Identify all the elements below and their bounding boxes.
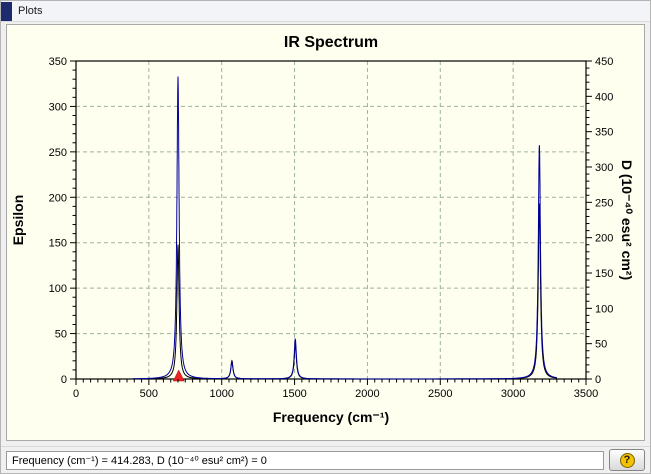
svg-text:150: 150 — [49, 238, 67, 250]
svg-text:300: 300 — [49, 101, 67, 113]
status-bar: Frequency (cm⁻¹) = 414.283, D (10⁻⁴⁰ esu… — [1, 446, 650, 473]
svg-text:500: 500 — [140, 388, 158, 400]
svg-text:400: 400 — [595, 91, 613, 103]
svg-text:200: 200 — [49, 192, 67, 204]
svg-text:50: 50 — [55, 329, 67, 341]
svg-text:100: 100 — [595, 303, 613, 315]
help-button[interactable]: ? — [609, 449, 645, 471]
svg-text:50: 50 — [595, 339, 607, 351]
y-axis-label-left: Epsilon — [10, 195, 26, 246]
svg-text:450: 450 — [595, 56, 613, 68]
svg-text:150: 150 — [595, 268, 613, 280]
svg-text:3000: 3000 — [501, 388, 525, 400]
svg-text:2000: 2000 — [355, 388, 379, 400]
axis-ticks — [70, 60, 592, 385]
svg-text:250: 250 — [595, 197, 613, 209]
svg-text:0: 0 — [61, 374, 67, 386]
plot-frame — [75, 60, 587, 380]
ir-spectrum-chart[interactable]: 0 500 1000 1500 2000 2500 3000 3500050100150200… — [7, 25, 644, 440]
svg-text:350: 350 — [49, 56, 67, 68]
chart-panel: 0 500 1000 1500 2000 2500 3000 3500 0 50 100 150 200… — [6, 24, 645, 441]
help-icon: ? — [619, 452, 635, 468]
svg-text:250: 250 — [49, 147, 67, 159]
tick-labels: 0 500 1000 1500 2000 2500 3000 3500050100150200… — [49, 56, 614, 400]
svg-text:0: 0 — [595, 374, 601, 386]
peak-marker[interactable] — [172, 369, 185, 382]
svg-text:1500: 1500 — [282, 388, 306, 400]
window-icon — [1, 1, 12, 21]
grid-lines — [76, 61, 586, 379]
svg-text:3500: 3500 — [574, 388, 598, 400]
spectrum-series — [132, 76, 558, 380]
y-axis-label-right: D (10⁻⁴⁰ esu² cm²) — [619, 160, 635, 280]
x-axis-label: Frequency (cm⁻¹) — [273, 409, 389, 425]
svg-text:200: 200 — [595, 233, 613, 245]
chart-title: IR Spectrum — [284, 34, 378, 51]
svg-text:350: 350 — [595, 127, 613, 139]
svg-text:2500: 2500 — [428, 388, 452, 400]
svg-text:100: 100 — [49, 283, 67, 295]
svg-text:1000: 1000 — [209, 388, 233, 400]
svg-text:300: 300 — [595, 162, 613, 174]
status-readout: Frequency (cm⁻¹) = 414.283, D (10⁻⁴⁰ esu… — [6, 450, 604, 470]
title-bar: Plots — [1, 1, 650, 22]
svg-text:0: 0 — [73, 388, 79, 400]
window-title: Plots — [18, 5, 43, 17]
